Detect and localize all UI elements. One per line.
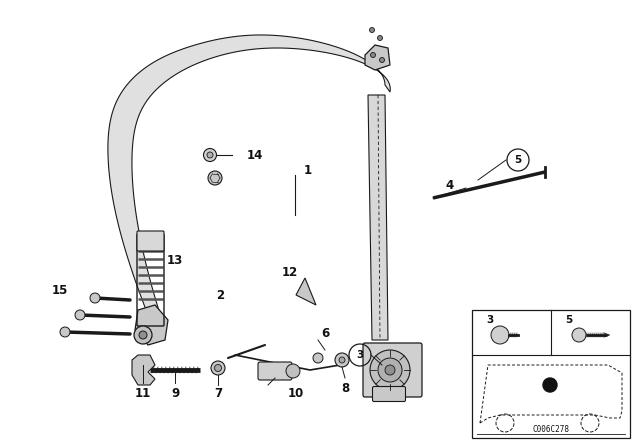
- Circle shape: [543, 378, 557, 392]
- Circle shape: [572, 328, 586, 342]
- Circle shape: [207, 152, 213, 158]
- Polygon shape: [296, 278, 316, 305]
- Text: 3: 3: [486, 315, 493, 325]
- Circle shape: [380, 57, 385, 63]
- Text: C006C278: C006C278: [532, 425, 570, 434]
- Text: 15: 15: [52, 284, 68, 297]
- FancyBboxPatch shape: [372, 387, 406, 401]
- Polygon shape: [108, 35, 390, 320]
- Text: 3: 3: [356, 350, 364, 360]
- Circle shape: [214, 365, 221, 371]
- Text: 8: 8: [341, 382, 349, 395]
- Circle shape: [286, 364, 300, 378]
- Text: 10: 10: [288, 387, 304, 400]
- Text: 1: 1: [304, 164, 312, 177]
- Circle shape: [208, 171, 222, 185]
- Polygon shape: [135, 305, 168, 345]
- Text: 14: 14: [247, 148, 263, 161]
- Circle shape: [385, 365, 395, 375]
- Circle shape: [371, 52, 376, 57]
- Circle shape: [335, 353, 349, 367]
- Text: 4: 4: [446, 178, 454, 191]
- Circle shape: [90, 293, 100, 303]
- Circle shape: [370, 350, 410, 390]
- Circle shape: [211, 361, 225, 375]
- Circle shape: [204, 148, 216, 161]
- Text: 5: 5: [515, 155, 522, 165]
- Polygon shape: [132, 355, 155, 385]
- Text: 11: 11: [135, 387, 151, 400]
- Polygon shape: [365, 45, 390, 70]
- Bar: [472, 310, 630, 438]
- Text: 9: 9: [171, 387, 179, 400]
- Circle shape: [378, 35, 383, 40]
- Text: 2: 2: [216, 289, 224, 302]
- Text: 6: 6: [321, 327, 329, 340]
- Circle shape: [339, 357, 345, 363]
- Circle shape: [491, 326, 509, 344]
- FancyBboxPatch shape: [363, 343, 422, 397]
- FancyBboxPatch shape: [258, 362, 292, 380]
- Text: 13: 13: [167, 254, 183, 267]
- Circle shape: [369, 27, 374, 33]
- Circle shape: [60, 327, 70, 337]
- Circle shape: [139, 331, 147, 339]
- FancyBboxPatch shape: [137, 231, 164, 251]
- Text: 12: 12: [282, 266, 298, 279]
- Circle shape: [75, 310, 85, 320]
- Circle shape: [134, 326, 152, 344]
- Polygon shape: [368, 95, 388, 340]
- Text: 7: 7: [214, 387, 222, 400]
- Circle shape: [378, 358, 402, 382]
- Text: 5: 5: [565, 315, 573, 325]
- Circle shape: [313, 353, 323, 363]
